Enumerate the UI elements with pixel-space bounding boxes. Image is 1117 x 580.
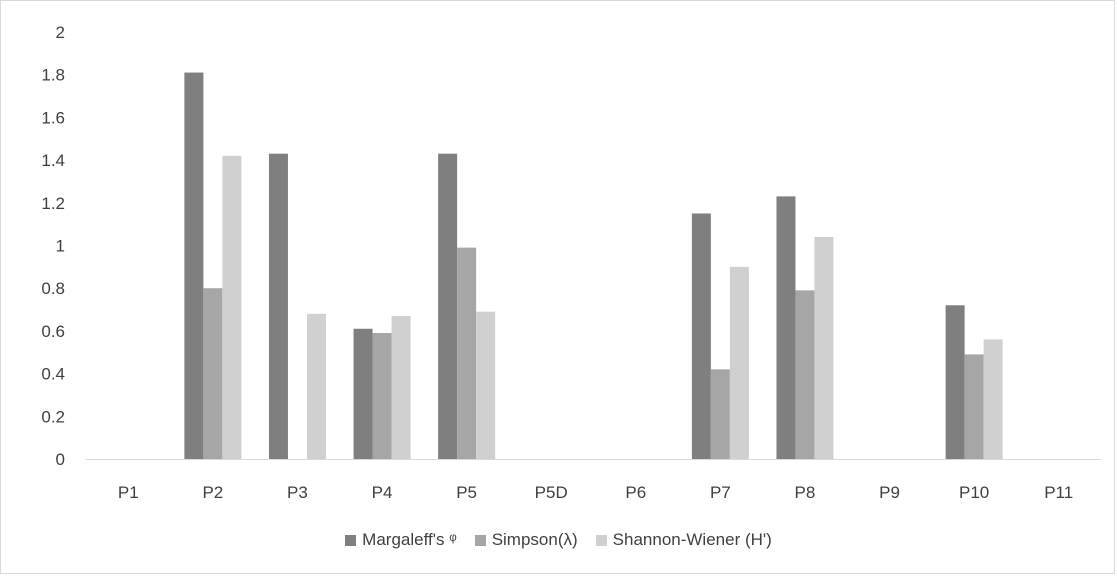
y-tick-label: 0.6: [41, 322, 65, 341]
y-tick-label: 1.2: [41, 194, 65, 213]
legend-label-margaleff: Margaleff's ᵠ: [362, 530, 457, 549]
x-tick-label: P2: [202, 483, 223, 502]
x-tick-label: P6: [625, 483, 646, 502]
bar-p5-series-0: [438, 153, 458, 459]
legend-label-simpson: Simpson(λ): [491, 530, 578, 549]
bar-p7-series-1: [710, 369, 730, 459]
y-tick-label: 2: [56, 23, 65, 42]
y-tick-label: 1.8: [41, 66, 65, 85]
bar-p7-series-0: [691, 213, 711, 459]
x-tick-label: P3: [287, 483, 308, 502]
bar-p3-series-2: [306, 313, 326, 459]
legend-swatch-simpson: [474, 534, 486, 546]
y-tick-label: 0: [56, 450, 65, 469]
y-tick-label: 0.2: [41, 407, 65, 426]
x-tick-label: P1: [118, 483, 139, 502]
x-tick-label: P11: [1044, 483, 1073, 502]
x-tick-label: P7: [710, 483, 731, 502]
x-tick-label: P5: [456, 483, 477, 502]
legend-swatch-shannon: [595, 534, 607, 546]
bar-p5-series-2: [476, 311, 496, 459]
bar-p10-series-2: [983, 339, 1003, 459]
legend: Margaleff's ᵠ Simpson(λ) Shannon-Wiener …: [0, 530, 1117, 550]
legend-label-shannon: Shannon-Wiener (H'): [612, 530, 772, 549]
bar-p10-series-1: [964, 354, 984, 459]
bar-p4-series-1: [372, 333, 392, 459]
y-tick-label: 1: [56, 237, 65, 256]
bar-p5-series-1: [457, 247, 477, 459]
legend-item-margaleff: Margaleff's ᵠ: [345, 530, 457, 550]
bar-p2-series-2: [222, 155, 242, 459]
bar-p8-series-0: [776, 196, 796, 459]
y-tick-label: 1.4: [41, 151, 65, 170]
bar-p7-series-2: [729, 266, 749, 459]
x-tick-label: P8: [795, 483, 816, 502]
y-tick-label: 0.8: [41, 279, 65, 298]
bars: [184, 72, 1003, 459]
bar-p8-series-2: [814, 236, 834, 459]
legend-item-simpson: Simpson(λ): [474, 530, 578, 550]
bar-p2-series-0: [184, 72, 204, 459]
x-tick-label: P5D: [535, 483, 568, 502]
legend-item-shannon: Shannon-Wiener (H'): [595, 530, 772, 550]
legend-swatch-margaleff: [345, 534, 357, 546]
bar-p8-series-1: [795, 290, 815, 459]
x-tick-label: P9: [879, 483, 900, 502]
bar-p4-series-0: [353, 328, 373, 459]
y-tick-label: 0.4: [41, 365, 65, 384]
bar-p4-series-2: [391, 315, 411, 459]
x-tick-label: P10: [959, 483, 989, 502]
x-axis: P1 P2 P3 P4 P5 P5D P6 P7 P8 P9 P10 P11: [118, 483, 1073, 502]
x-tick-label: P4: [372, 483, 393, 502]
y-tick-label: 1.6: [41, 108, 65, 127]
bar-p3-series-0: [268, 153, 288, 459]
bar-p10-series-0: [945, 305, 965, 459]
y-axis: 0 0.2 0.4 0.6 0.8 1 1.2 1.4 1.6 1.8 2: [41, 23, 65, 469]
bar-p2-series-1: [203, 288, 223, 459]
